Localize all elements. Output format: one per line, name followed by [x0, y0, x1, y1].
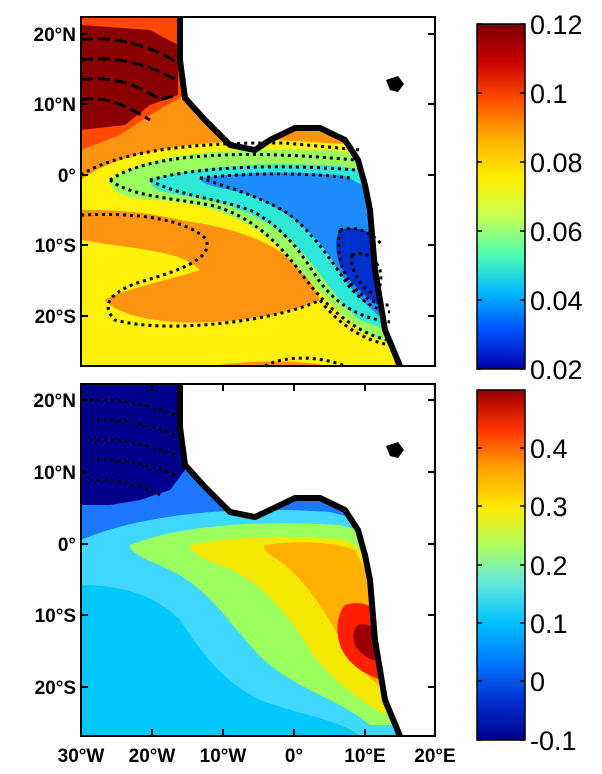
bottom-dotted-contour-2 — [89, 418, 176, 437]
top-colorbar-label-0.04: 0.04 — [530, 286, 583, 316]
top-colorbar-scale — [476, 23, 526, 370]
xtick-label-20E: 20°E — [414, 746, 455, 767]
top-map-field — [81, 17, 435, 366]
top-y-tick-labels: 20°N 10°N 0° 10°S 20°S — [34, 25, 76, 328]
bottom-colorbar-ticks — [477, 447, 525, 741]
top-dashed-contour-3 — [81, 77, 177, 102]
bottom-map-panel: 20°N 10°N 0° 10°S 20°S 30°W 20°W 10°W 0°… — [34, 383, 456, 767]
top-field-blue — [200, 172, 390, 320]
bottom-x-tick-labels: 30°W 20°W 10°W 0° 10°E 20°E — [58, 746, 456, 767]
top-colorbar-label-0.08: 0.08 — [530, 148, 583, 178]
top-colorbar-label-0.12: 0.12 — [530, 10, 583, 40]
xtick-label-30W: 30°W — [58, 746, 105, 767]
top-dotted-contour-5 — [199, 172, 391, 314]
top-ytick-label-10N: 10°N — [34, 95, 76, 116]
top-island — [386, 76, 404, 92]
top-colorbar: 0.12 0.1 0.08 0.06 0.04 0.02 — [476, 10, 583, 385]
bottom-y-tick-labels: 20°N 10°N 0° 10°S 20°S — [34, 391, 76, 699]
top-dotted-contour-2 — [81, 212, 391, 347]
top-coastline — [177, 17, 403, 366]
bottom-coastline — [177, 384, 403, 736]
bottom-colorbar-label-0.2: 0.2 — [530, 551, 568, 581]
bottom-map-field — [81, 384, 435, 736]
top-ytick-label-20N: 20°N — [34, 25, 76, 46]
bottom-dotted-contour-3 — [89, 438, 176, 457]
bottom-colorbar-label-neg0.1: -0.1 — [530, 726, 577, 756]
top-colorbar-label-0.02: 0.02 — [530, 355, 583, 385]
bottom-colorbar-labels: 0.4 0.3 0.2 0.1 0 -0.1 — [530, 434, 577, 756]
bottom-dotted-contour-5 — [89, 478, 161, 497]
top-dashed-contour-2 — [81, 57, 177, 82]
bottom-contours — [89, 398, 176, 497]
top-dashed-contour-1 — [81, 37, 177, 64]
xtick-label-10E: 10°E — [344, 746, 385, 767]
top-map-panel: 20°N 10°N 0° 10°S 20°S — [34, 16, 436, 367]
bottom-colorbar-label-0.1: 0.1 — [530, 609, 568, 639]
top-ytick-label-20S: 20°S — [35, 307, 76, 328]
bottom-map-frame — [80, 383, 436, 737]
top-land — [180, 17, 435, 366]
bottom-colorbar-label-0.4: 0.4 — [530, 434, 568, 464]
bottom-x-ticks — [80, 384, 436, 736]
top-colorbar-labels: 0.12 0.1 0.08 0.06 0.04 0.02 — [530, 10, 583, 385]
bottom-y-ticks — [81, 399, 435, 688]
bottom-colorbar-label-0: 0 — [530, 667, 545, 697]
bottom-ytick-label-20S: 20°S — [35, 678, 76, 699]
top-colorbar-ticks — [477, 23, 525, 370]
bottom-island — [386, 442, 404, 458]
bottom-field-darkblue — [81, 384, 185, 505]
top-dotted-contour-7 — [350, 252, 383, 295]
bottom-ytick-label-0: 0° — [58, 535, 76, 556]
top-dotted-contour-8 — [264, 356, 346, 366]
bottom-colorbar: 0.4 0.3 0.2 0.1 0 -0.1 — [476, 389, 577, 756]
xtick-label-10W: 10°W — [200, 746, 247, 767]
top-y-ticks — [81, 33, 435, 317]
bottom-dotted-contour-1 — [89, 398, 176, 417]
bottom-colorbar-scale — [476, 389, 526, 741]
top-colorbar-label-0.06: 0.06 — [530, 217, 583, 247]
xtick-label-20W: 20°W — [129, 746, 176, 767]
top-dotted-contour-4 — [149, 165, 391, 324]
bottom-ytick-label-10S: 10°S — [35, 606, 76, 627]
top-map-frame — [80, 16, 436, 367]
top-ytick-label-10S: 10°S — [35, 236, 76, 257]
top-dotted-contour-3 — [109, 153, 389, 342]
bottom-ytick-label-20N: 20°N — [34, 391, 76, 412]
bottom-land — [180, 384, 435, 736]
bottom-ytick-label-10N: 10°N — [34, 463, 76, 484]
top-dashed-contour-4 — [81, 97, 151, 122]
top-colorbar-label-0.1: 0.1 — [530, 79, 568, 109]
xtick-label-0: 0° — [285, 746, 303, 767]
top-ytick-label-0: 0° — [58, 166, 76, 187]
bottom-dotted-contour-4 — [89, 458, 176, 477]
bottom-colorbar-label-0.3: 0.3 — [530, 492, 568, 522]
